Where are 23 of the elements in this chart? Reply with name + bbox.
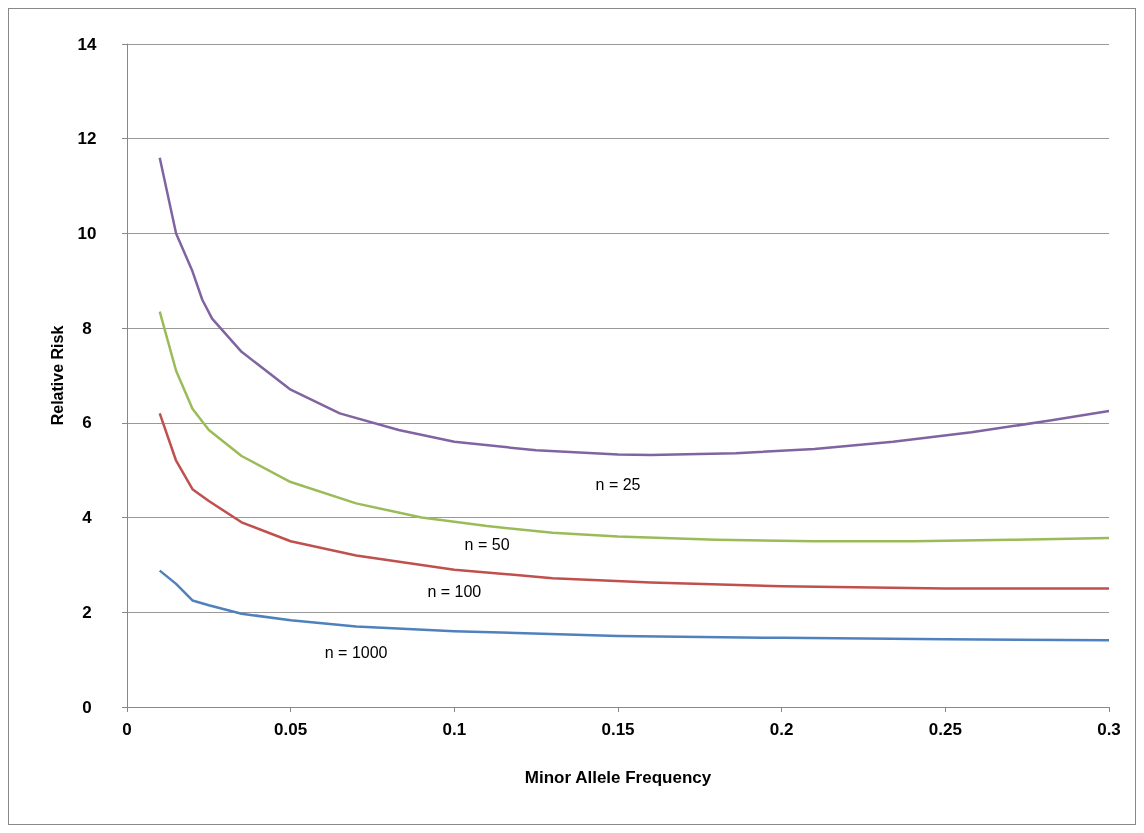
series-label: n = 25 [595,476,641,494]
y-tick-label: 6 [82,413,92,433]
y-tick-label: 4 [82,508,93,528]
x-tick-label: 0.1 [442,720,467,739]
y-tick-label: 8 [82,318,92,338]
y-tick-label: 14 [77,34,97,54]
x-tick-label: 0.25 [928,720,962,739]
x-axis-title: Minor Allele Frequency [524,768,712,787]
series-label: n = 50 [464,535,510,553]
x-tick-label: 0 [122,720,132,739]
series-label: n = 100 [427,583,482,601]
y-tick-label: 0 [82,697,92,717]
y-tick-label: 10 [77,223,97,243]
x-tick-label: 0.05 [274,720,308,739]
x-tick-label: 0.3 [1097,720,1121,739]
y-axis-title: Relative Risk [48,325,66,426]
y-tick-label: 12 [77,129,97,149]
y-tick-label: 2 [82,602,92,622]
x-tick-label: 0.15 [601,720,635,739]
x-tick-label: 0.2 [769,720,794,739]
line-series [158,156,1111,457]
series-label: n = 1000 [324,643,388,661]
line-series [158,569,1111,642]
